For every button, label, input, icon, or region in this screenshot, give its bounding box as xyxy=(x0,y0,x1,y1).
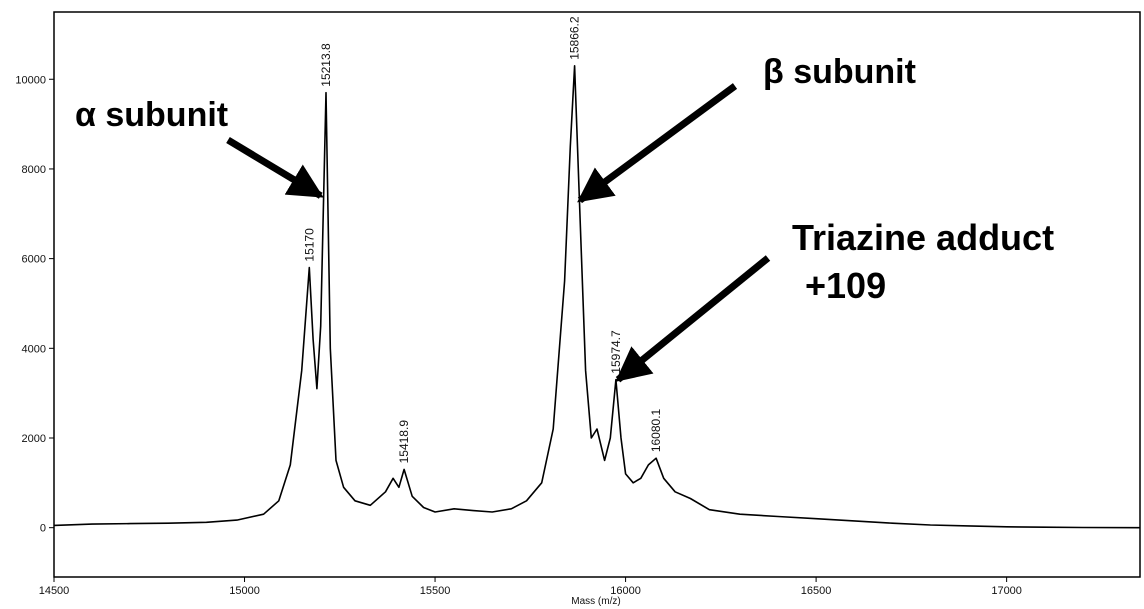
alpha-annotation: α subunit xyxy=(75,96,324,199)
alpha-arrow xyxy=(226,137,324,199)
beta-annotation: β subunit xyxy=(577,53,916,204)
peak-labels: 15170 15213.8 15418.9 15866.2 15974.7 16080.1 xyxy=(302,16,663,463)
triazine-annotation: Triazine adduct +109 xyxy=(615,217,1054,383)
y-tick-label: 0 xyxy=(40,523,46,535)
peak-label: 15974.7 xyxy=(609,330,623,374)
triazine-annotation-label-line1: Triazine adduct xyxy=(792,217,1054,258)
y-tick-label: 2000 xyxy=(22,433,46,445)
peak-label: 15170 xyxy=(302,228,316,262)
y-tick-label: 10000 xyxy=(15,74,46,86)
y-tick-label: 6000 xyxy=(22,254,46,266)
beta-arrow xyxy=(577,83,738,204)
peak-label: 15213.8 xyxy=(319,43,333,87)
x-tick-label: 17000 xyxy=(991,585,1022,597)
peak-label: 15866.2 xyxy=(568,16,582,60)
x-tick-label: 14500 xyxy=(39,585,70,597)
x-axis-title: Mass (m/z) xyxy=(571,596,620,607)
x-tick-label: 15000 xyxy=(229,585,260,597)
x-axis: 14500 15000 15500 16000 16500 17000 xyxy=(39,577,1022,597)
y-tick-label: 8000 xyxy=(22,164,46,176)
y-tick-label: 4000 xyxy=(22,343,46,355)
x-tick-label: 16500 xyxy=(801,585,832,597)
triazine-arrow xyxy=(615,255,771,383)
beta-annotation-label: β subunit xyxy=(763,53,916,91)
alpha-annotation-label: α subunit xyxy=(75,96,228,134)
peak-label: 16080.1 xyxy=(649,408,663,452)
y-axis: 0 2000 4000 6000 8000 10000 xyxy=(15,74,54,535)
triazine-annotation-label-line2: +109 xyxy=(805,265,886,306)
spectrum-trace xyxy=(53,65,1141,529)
x-tick-label: 16000 xyxy=(610,585,641,597)
plot-frame xyxy=(53,11,1141,578)
x-tick-label: 15500 xyxy=(420,585,451,597)
peak-label: 15418.9 xyxy=(397,420,411,464)
